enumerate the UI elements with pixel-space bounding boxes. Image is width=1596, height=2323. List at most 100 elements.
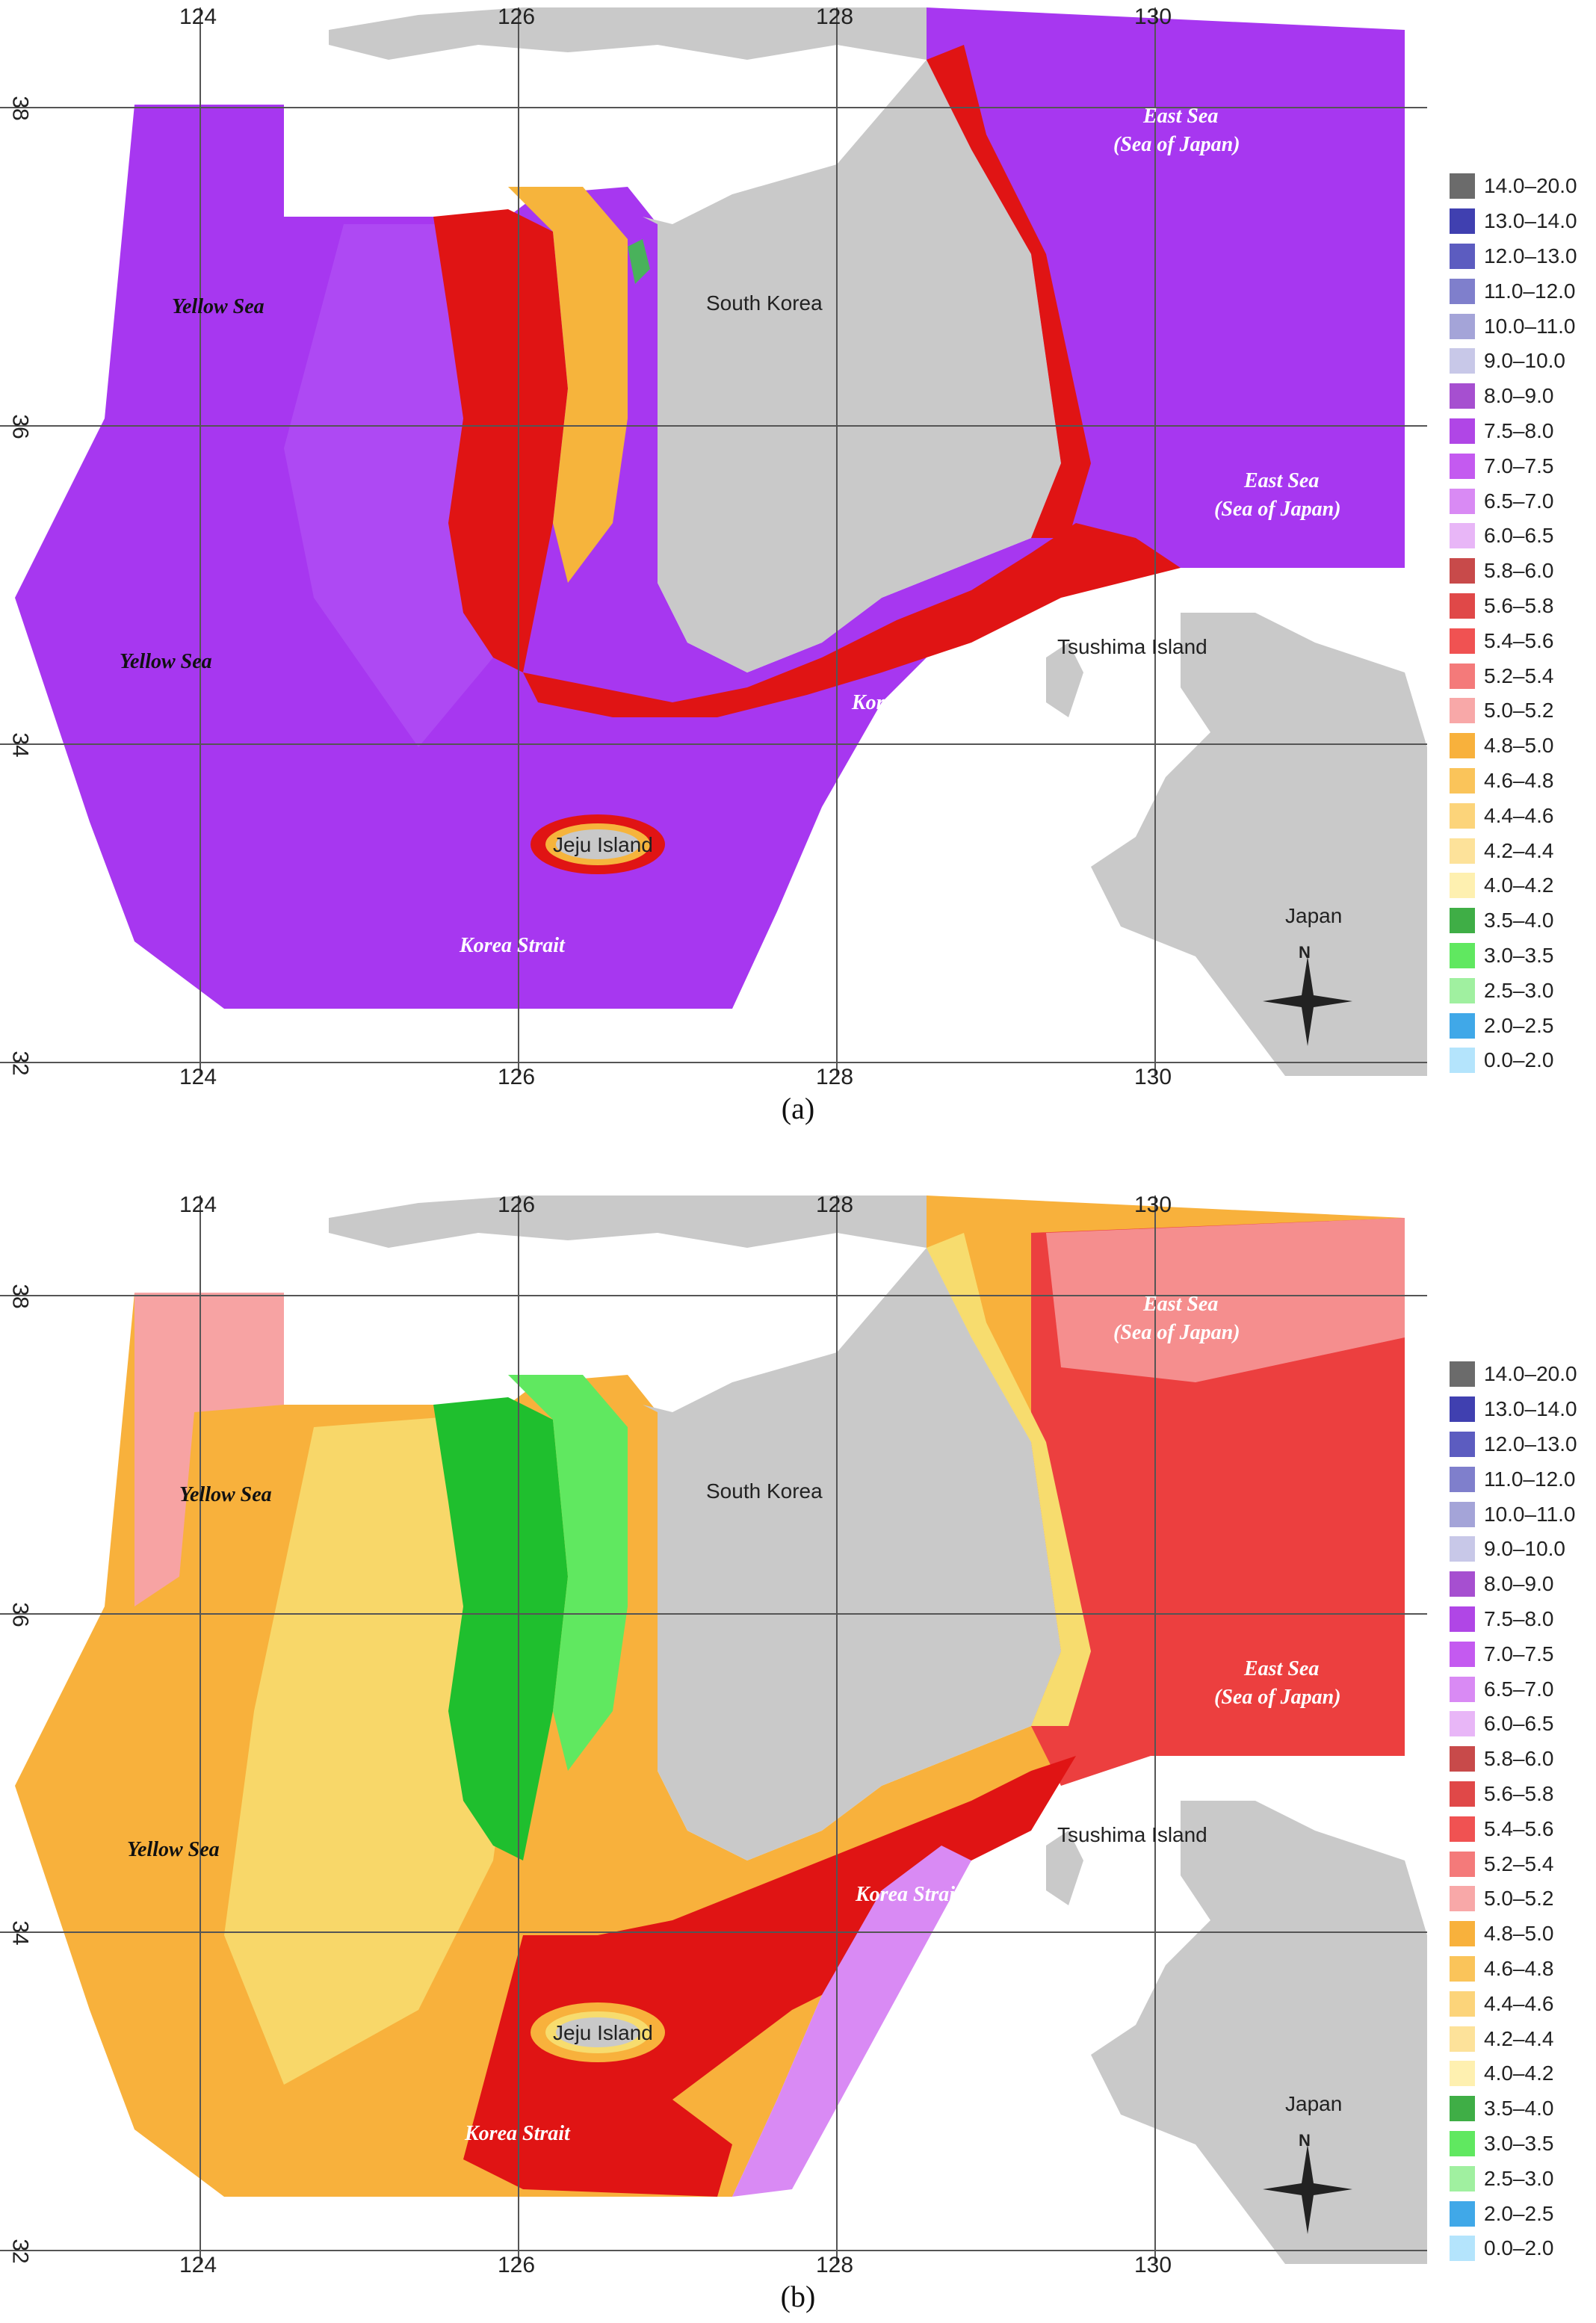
lat-label-38: 38 <box>7 96 33 121</box>
legend-row: 8.0–9.0 <box>1450 1567 1596 1602</box>
legend-row: 6.0–6.5 <box>1450 1707 1596 1742</box>
legend-label: 3.5–4.0 <box>1484 2097 1554 2121</box>
legend-label: 12.0–13.0 <box>1484 1432 1577 1456</box>
legend-swatch <box>1450 908 1475 934</box>
legend-label: 4.6–4.8 <box>1484 768 1554 792</box>
region-sea-of-japan-south: (Sea of Japan) <box>1214 1686 1341 1709</box>
legend-label: 0.0–2.0 <box>1484 1048 1554 1072</box>
legend-row: 4.2–4.4 <box>1450 2021 1596 2056</box>
legend-row: 14.0–20.0 <box>1450 169 1596 204</box>
legend-row: 4.0–4.2 <box>1450 868 1596 903</box>
legend-swatch <box>1450 2130 1475 2156</box>
legend-row: 5.2–5.4 <box>1450 1846 1596 1881</box>
legend-label: 9.0–10.0 <box>1484 1537 1565 1561</box>
legend-row: 9.0–10.0 <box>1450 1532 1596 1567</box>
lat-label-36: 36 <box>7 414 33 439</box>
legend-swatch <box>1450 1536 1475 1562</box>
legend-row: 8.0–9.0 <box>1450 379 1596 414</box>
grid-lines <box>0 1195 1427 2264</box>
lon-label-124-top: 124 <box>179 1193 217 1217</box>
legend-row: 5.0–5.2 <box>1450 1881 1596 1917</box>
legend-swatch <box>1450 1466 1475 1492</box>
land-japan <box>1091 613 1427 1076</box>
legend-label: 11.0–12.0 <box>1484 279 1576 303</box>
legend-row: 10.0–11.0 <box>1450 309 1596 344</box>
lon-label-124-top: 124 <box>179 4 217 29</box>
legend-swatch <box>1450 383 1475 409</box>
region-sea-of-japan-north: (Sea of Japan) <box>1113 133 1240 156</box>
lon-label-128-bottom: 128 <box>816 1065 854 1089</box>
legend-label: 5.2–5.4 <box>1484 1852 1554 1875</box>
legend-row: 2.0–2.5 <box>1450 1008 1596 1043</box>
land-tsushima <box>1046 643 1083 717</box>
caption-a: (a) <box>781 1092 815 1125</box>
lon-label-124-bottom: 124 <box>179 1065 217 1089</box>
legend-row: 2.5–3.0 <box>1450 973 1596 1008</box>
legend-swatch <box>1450 838 1475 864</box>
map-b <box>0 1188 1427 2264</box>
legend-swatch <box>1450 243 1475 269</box>
west-coastal-band <box>433 209 568 672</box>
region-japan: Japan <box>1285 2092 1343 2115</box>
legend-label: 8.0–9.0 <box>1484 1572 1554 1596</box>
legend-a: 14.0–20.0 13.0–14.0 12.0–13.0 11.0–12.0 10.0… <box>1450 169 1596 1078</box>
legend-label: 13.0–14.0 <box>1484 209 1577 233</box>
lon-label-130-top: 130 <box>1134 1193 1172 1217</box>
lat-label-34: 34 <box>7 732 33 758</box>
region-sea-of-japan-south: (Sea of Japan) <box>1214 498 1341 521</box>
legend-swatch <box>1450 173 1475 199</box>
legend-label: 11.0–12.0 <box>1484 1467 1576 1491</box>
legend-swatch <box>1450 1921 1475 1947</box>
region-korea-strait-east: Korea Strait <box>856 1883 961 1906</box>
legend-row: 6.5–7.0 <box>1450 483 1596 519</box>
legend-row: 5.6–5.8 <box>1450 589 1596 624</box>
land-tsushima <box>1046 1831 1083 1905</box>
legend-label: 5.6–5.8 <box>1484 1781 1554 1805</box>
legend-label: 4.6–4.8 <box>1484 1956 1554 1980</box>
legend-row: 11.0–12.0 <box>1450 1461 1596 1497</box>
legend-label: 14.0–20.0 <box>1484 1362 1577 1386</box>
legend-row: 4.4–4.6 <box>1450 1986 1596 2021</box>
legend-row: 4.8–5.0 <box>1450 729 1596 764</box>
legend-swatch <box>1450 313 1475 339</box>
region-south-korea: South Korea <box>706 1479 823 1503</box>
lat-label-32: 32 <box>7 1051 33 1076</box>
legend-label: 10.0–11.0 <box>1484 1502 1576 1526</box>
legend-row: 3.0–3.5 <box>1450 938 1596 974</box>
legend-row: 5.0–5.2 <box>1450 693 1596 729</box>
legend-row: 7.0–7.5 <box>1450 448 1596 483</box>
legend-label: 4.2–4.4 <box>1484 838 1554 862</box>
legend-label: 4.4–4.6 <box>1484 803 1554 827</box>
legend-label: 4.0–4.2 <box>1484 2061 1554 2085</box>
compass-label: N <box>1299 2131 1311 2150</box>
region-yellow-sea-south: Yellow Sea <box>127 1838 220 1861</box>
legend-swatch <box>1450 1711 1475 1737</box>
legend-swatch <box>1450 1048 1475 1074</box>
legend-row: 5.6–5.8 <box>1450 1777 1596 1812</box>
legend-label: 9.0–10.0 <box>1484 349 1565 373</box>
legend-row: 4.6–4.8 <box>1450 1952 1596 1987</box>
legend-label: 4.0–4.2 <box>1484 873 1554 897</box>
region-east-sea-south: East Sea <box>1244 469 1320 492</box>
legend-swatch <box>1450 1781 1475 1807</box>
lon-label-126-top: 126 <box>498 4 536 29</box>
legend-row: 2.0–2.5 <box>1450 2196 1596 2231</box>
legend-label: 3.5–4.0 <box>1484 909 1554 932</box>
legend-row: 2.5–3.0 <box>1450 2161 1596 2196</box>
legend-row: 0.0–2.0 <box>1450 1043 1596 1078</box>
legend-label: 7.0–7.5 <box>1484 454 1554 477</box>
legend-label: 5.4–5.6 <box>1484 1816 1554 1840</box>
legend-row: 11.0–12.0 <box>1450 273 1596 309</box>
legend-swatch <box>1450 1431 1475 1457</box>
legend-label: 4.8–5.0 <box>1484 1922 1554 1946</box>
legend-label: 10.0–11.0 <box>1484 314 1576 338</box>
lon-label-130-bottom: 130 <box>1134 2253 1172 2277</box>
legend-row: 13.0–14.0 <box>1450 1392 1596 1427</box>
legend-swatch <box>1450 1851 1475 1877</box>
legend-row: 6.5–7.0 <box>1450 1671 1596 1707</box>
legend-row: 12.0–13.0 <box>1450 239 1596 274</box>
legend-swatch <box>1450 558 1475 584</box>
land-jeju <box>556 829 640 859</box>
legend-row: 3.0–3.5 <box>1450 2126 1596 2162</box>
region-korea-strait-east: Korea Strait <box>852 691 957 714</box>
